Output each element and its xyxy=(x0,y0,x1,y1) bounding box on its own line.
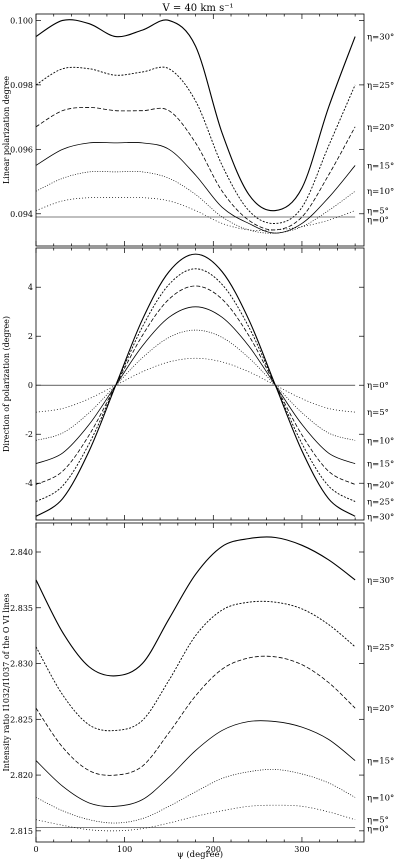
y-tick-label: 2.815 xyxy=(10,827,33,836)
series-label: η=20° xyxy=(367,480,394,490)
panel-direction: -4 -2 0 2 4 Direction of polarization (degree… xyxy=(2,247,394,522)
series-label: η=25° xyxy=(367,643,394,653)
y-tick-label: 0.094 xyxy=(10,210,33,219)
x-tick-label: 0 xyxy=(33,845,38,854)
series-label: η=10° xyxy=(367,187,394,197)
series-line-eta-20 xyxy=(35,107,356,231)
series-line-eta-25 xyxy=(35,268,356,503)
plot-frame xyxy=(35,13,365,247)
y-tick-label: 2.840 xyxy=(10,548,33,557)
series-label: η=5° xyxy=(367,816,389,826)
y-tick-label: 0 xyxy=(28,381,33,390)
y-tick-label: 0.098 xyxy=(10,81,33,90)
y-axis-label: Linear polarization degree xyxy=(2,76,11,184)
series-line-eta-5 xyxy=(35,357,356,413)
series-label: η=15° xyxy=(367,460,394,470)
series-label: η=30° xyxy=(367,33,394,43)
series-line-eta-20 xyxy=(35,655,356,776)
y-tick-label: 2.835 xyxy=(10,604,33,613)
y-axis-label: Direction of polarization (degree) xyxy=(2,316,11,452)
series-line-eta-15 xyxy=(35,142,356,234)
x-tick-label: 200 xyxy=(206,845,221,854)
y-tick-label: 2.820 xyxy=(10,771,33,780)
y-axis-label: Intensity ratio I1032/I1037 of the O VI … xyxy=(2,593,11,771)
series-line-eta-5 xyxy=(35,804,356,832)
figure-title: V = 40 km s⁻¹ xyxy=(161,3,233,14)
series-line-eta-5 xyxy=(35,197,356,231)
series-label: η=0° xyxy=(367,381,389,391)
y-tick-label: 4 xyxy=(28,283,33,292)
y-tick-label: -4 xyxy=(25,479,33,488)
series-line-eta-15 xyxy=(35,306,356,465)
series-label: η=30° xyxy=(367,512,394,522)
series-label: η=10° xyxy=(367,436,394,446)
x-axis-label: ψ (degree) xyxy=(177,849,223,860)
series-line-eta-10 xyxy=(35,769,356,824)
y-tick-label: 0.096 xyxy=(10,145,33,154)
series-line-eta-30 xyxy=(35,19,356,212)
panel-linear: 0.094 0.096 0.098 0.100 Linear polarization … xyxy=(2,13,394,247)
series-label: η=20° xyxy=(367,704,394,714)
y-tick-label: 2.830 xyxy=(10,660,33,669)
plot-frame xyxy=(35,247,365,521)
series-label: η=30° xyxy=(367,576,394,586)
series-line-eta-25 xyxy=(35,66,356,224)
panels: 0.094 0.096 0.098 0.100 Linear polarization … xyxy=(2,13,394,854)
series-label: η=0° xyxy=(367,825,389,835)
x-tick-label: 100 xyxy=(117,845,132,854)
series-label: η=5° xyxy=(367,408,389,418)
series-label: η=25° xyxy=(367,81,394,91)
series-label: η=10° xyxy=(367,793,394,803)
series-label: η=15° xyxy=(367,161,394,171)
y-tick-label: 2 xyxy=(28,332,33,341)
series-label: η=5° xyxy=(367,207,389,217)
series-label: η=15° xyxy=(367,757,394,767)
series-line-eta-30 xyxy=(35,536,356,677)
panel-ratio: 0 100 200 300 2.815 2.820 2.825 2.830 2.835 2.840… xyxy=(2,522,394,854)
series-line-eta-25 xyxy=(35,600,356,732)
plot-frame xyxy=(35,522,365,843)
series-label: η=0° xyxy=(367,216,389,226)
y-tick-label: -2 xyxy=(25,430,33,439)
y-tick-label: 2.825 xyxy=(10,715,33,724)
series-line-eta-15 xyxy=(35,720,356,807)
series-label: η=25° xyxy=(367,498,394,508)
series-label: η=20° xyxy=(367,123,394,133)
x-tick-label: 300 xyxy=(294,845,309,854)
series-line-eta-30 xyxy=(35,253,356,517)
series-line-eta-10 xyxy=(35,171,356,234)
y-tick-label: 0.100 xyxy=(10,16,33,25)
series-line-eta-20 xyxy=(35,285,356,485)
